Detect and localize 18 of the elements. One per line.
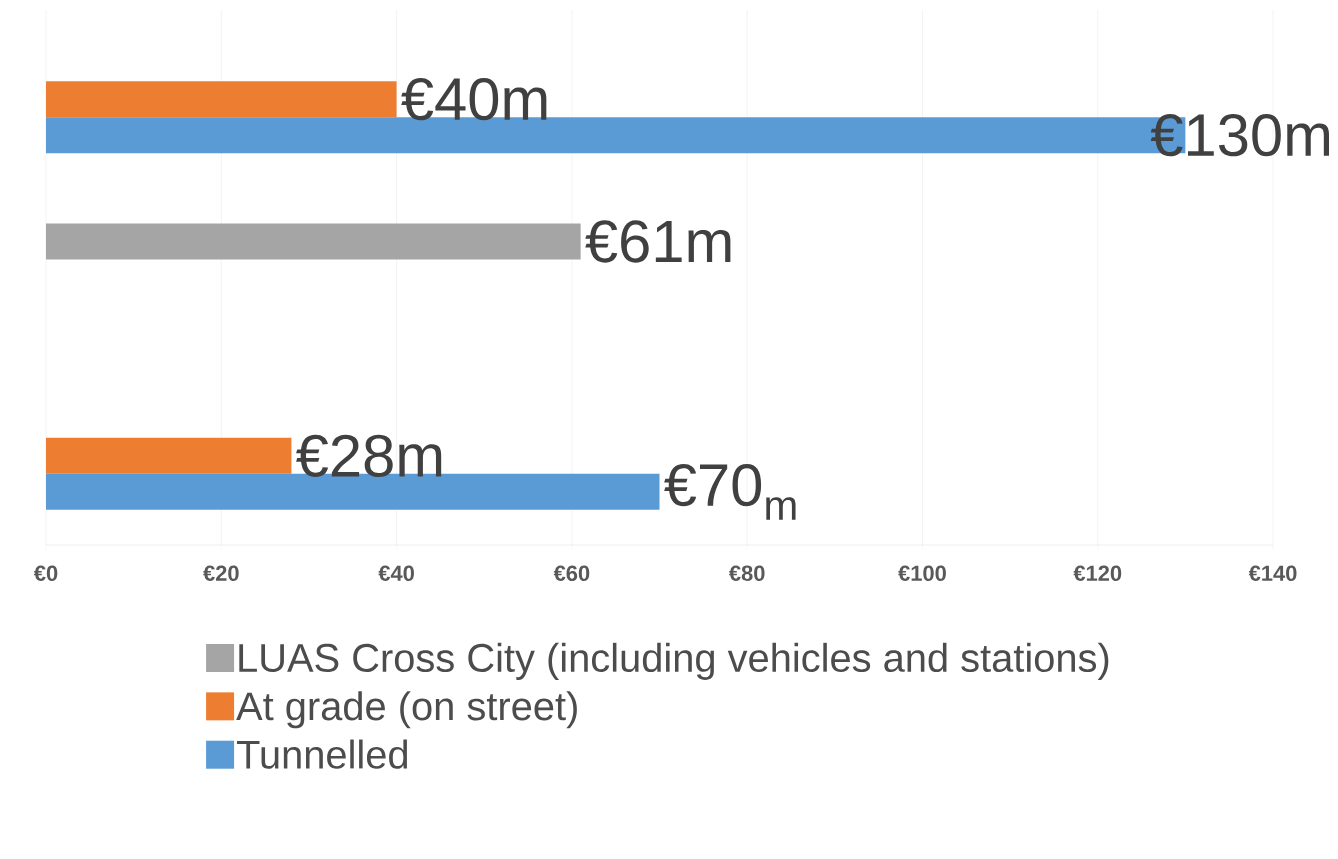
bar [46,437,292,474]
legend-label: LUAS Cross City (including vehicles and stations) [239,642,1109,680]
bar [46,81,397,118]
x-tick-label: €20 [203,565,239,582]
x-tick-label: €40 [378,565,414,582]
x-tick-label: €140 [1248,565,1297,582]
legend-label: At grade (on street) [236,691,577,729]
x-tick-label: €60 [553,565,590,582]
data-label: €40m [401,78,547,121]
x-tick-label: €120 [1073,565,1122,582]
x-tick-label: €100 [898,565,946,582]
x-tick-label: €80 [728,565,765,582]
data-label: €28m [296,434,442,477]
data-label: €70$_{m}$ [664,463,796,520]
data-label: €61m [585,220,731,263]
x-tick-label: €0 [33,565,58,582]
bar [46,223,581,260]
legend-label: Tunnelled [236,739,408,769]
